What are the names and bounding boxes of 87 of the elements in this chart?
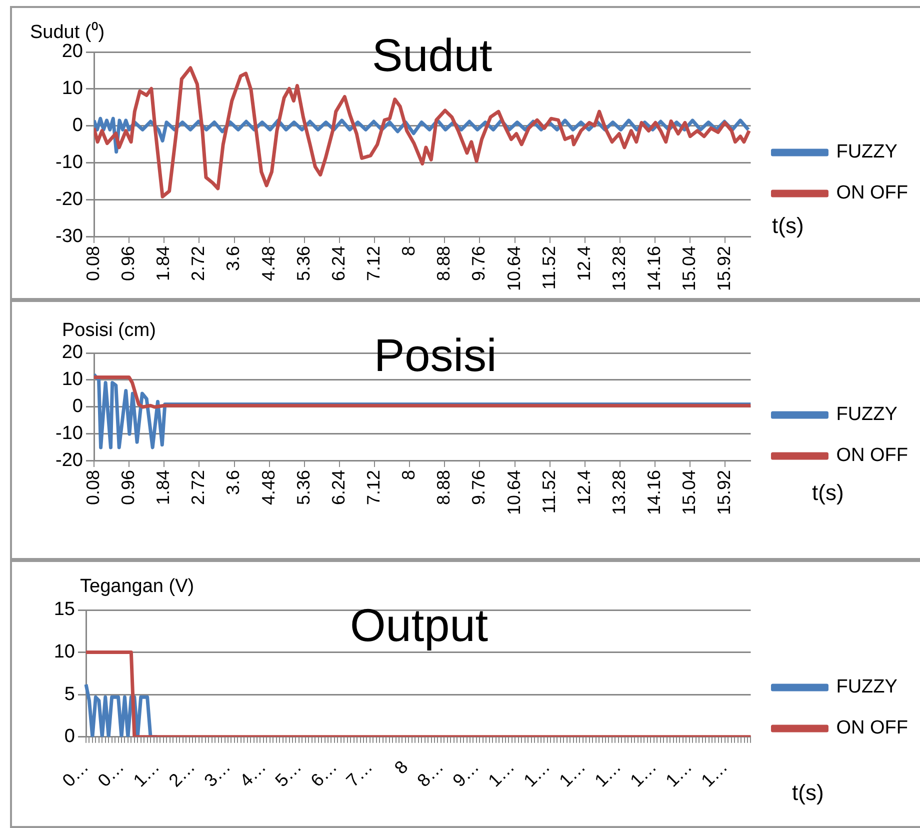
y-tick-label: 10 (62, 78, 83, 100)
x-tick-label: 1.84 (153, 246, 174, 282)
x-tick-label: 9… (448, 756, 483, 791)
y-tick-label: -20 (56, 450, 83, 472)
x-tick-label: 2.72 (188, 246, 208, 282)
x-axis-title: t(s) (812, 480, 844, 506)
legend-label: ON OFF (836, 718, 908, 739)
legend-label: ON OFF (836, 182, 908, 204)
x-tick-label: 3.6 (223, 246, 244, 271)
x-tick-label: 12.4 (574, 470, 594, 506)
x-tick-label: 14.16 (644, 470, 664, 516)
x-tick-label: 8 (390, 756, 412, 778)
x-tick-label: 1… (697, 756, 732, 791)
y-tick-label: 0 (72, 396, 83, 418)
x-tick-label: 6.24 (328, 246, 348, 282)
x-tick-label: 11.52 (538, 246, 559, 290)
x-tick-label: 3.6 (223, 470, 244, 495)
x-tick-label: 14.16 (644, 246, 664, 292)
y-tick-label: 20 (62, 342, 83, 364)
x-tick-label: 6.24 (328, 470, 348, 506)
x-tick-label: 4.48 (258, 470, 278, 506)
y-axis-title: Sudut (⁰) (30, 20, 105, 44)
x-tick-label: 1… (590, 756, 625, 791)
x-tick-label: 15.04 (679, 246, 700, 292)
x-tick-label: 1… (129, 756, 164, 791)
y-tick-label: -20 (56, 189, 83, 210)
x-tick-label: 0.08 (82, 246, 103, 282)
x-tick-label: 1… (626, 756, 660, 791)
x-tick-label: 1… (520, 756, 554, 791)
x-tick-label: 15.92 (714, 470, 734, 516)
x-tick-label: 8.88 (434, 246, 454, 282)
x-tick-label: 0… (94, 756, 128, 791)
legend-label: FUZZY (836, 676, 898, 698)
x-tick-label: 0.96 (118, 246, 138, 282)
x-tick-label: 7.12 (364, 470, 384, 506)
chart-title: Sudut (372, 28, 492, 82)
y-axis-title: Posisi (cm) (62, 320, 156, 342)
x-tick-label: 0.08 (82, 470, 103, 506)
x-tick-label: 15.04 (679, 470, 700, 516)
x-tick-label: 8 (398, 246, 419, 256)
x-tick-label: 7.12 (364, 246, 384, 282)
x-tick-label: 0.96 (118, 470, 138, 506)
chart-title: Output (350, 598, 488, 652)
y-tick-label: 10 (54, 642, 75, 663)
x-tick-label: 15.92 (714, 246, 734, 292)
x-tick-label: 4… (236, 756, 270, 791)
y-tick-label: 10 (62, 369, 83, 390)
y-tick-label: 15 (54, 599, 75, 620)
x-tick-label: 8… (413, 756, 448, 791)
x-axis-title: t(s) (792, 780, 824, 806)
y-tick-label: 0 (72, 115, 83, 136)
y-tick-label: 5 (64, 684, 75, 705)
x-tick-label: 5.36 (293, 470, 314, 506)
x-tick-label: 10.64 (504, 246, 524, 292)
x-tick-label: 10.64 (504, 470, 524, 516)
y-tick-label: -10 (56, 423, 83, 444)
y-tick-label: -10 (56, 152, 83, 174)
x-tick-label: 11.52 (538, 470, 559, 514)
x-tick-label: 7… (342, 756, 376, 791)
x-tick-label: 2.72 (188, 470, 208, 506)
x-tick-label: 9.76 (468, 246, 489, 282)
y-tick-label: 20 (62, 41, 83, 62)
x-tick-label: 13.28 (608, 246, 629, 292)
x-tick-label: 12.4 (574, 246, 594, 282)
y-axis-title: Tegangan (V) (80, 576, 194, 598)
x-tick-label: 5… (271, 756, 306, 791)
x-tick-label: 13.28 (608, 470, 629, 516)
x-tick-label: 1… (484, 756, 518, 791)
x-tick-label: 8.88 (434, 470, 454, 506)
x-tick-label: 3… (200, 756, 234, 791)
x-tick-label: 2… (164, 756, 199, 791)
x-tick-label: 8 (398, 470, 419, 480)
x-tick-label: 1… (555, 756, 590, 791)
x-tick-label: 1… (662, 756, 696, 791)
x-tick-label: 5.36 (293, 246, 314, 282)
y-tick-label: 0 (64, 726, 75, 748)
x-tick-label: 4.48 (258, 246, 278, 282)
legend-label: FUZZY (836, 142, 898, 163)
x-axis-title: t(s) (772, 213, 804, 239)
legend-label: ON OFF (836, 445, 908, 466)
x-tick-label: 6… (306, 756, 341, 791)
legend-label: FUZZY (836, 404, 898, 426)
chart-title: Posisi (374, 328, 497, 382)
y-tick-label: -30 (56, 226, 83, 248)
x-tick-label: 0… (58, 756, 92, 791)
x-tick-label: 9.76 (468, 470, 489, 506)
x-tick-label: 1.84 (153, 470, 174, 506)
